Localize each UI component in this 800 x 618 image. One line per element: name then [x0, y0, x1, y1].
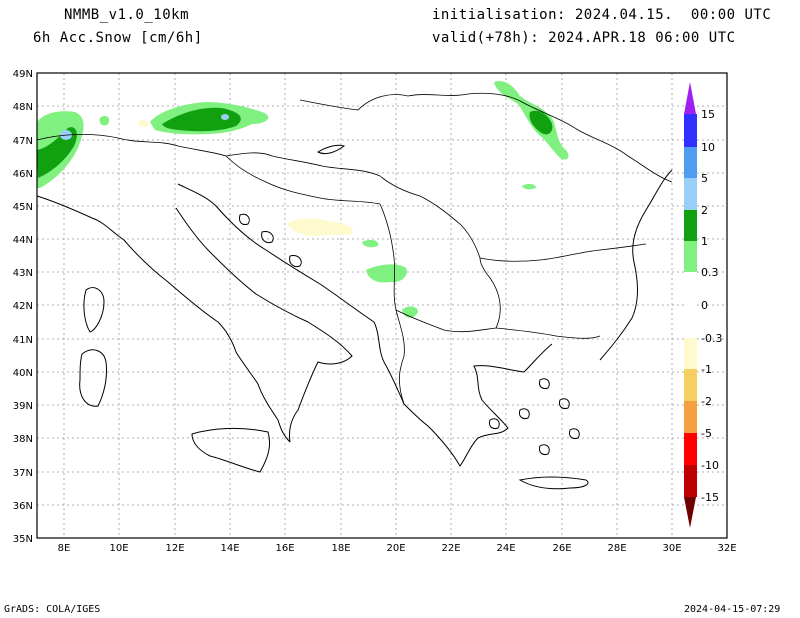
legend-swatch	[684, 241, 697, 272]
snow-field-alps-east	[138, 102, 269, 135]
legend-swatch	[684, 272, 697, 338]
legend-label: -5	[701, 427, 712, 440]
lon-tick-label: 12E	[165, 543, 184, 554]
lat-tick-label: 41N	[13, 335, 33, 346]
lon-tick-label: 32E	[717, 543, 736, 554]
snow-field-balkans	[287, 218, 418, 318]
legend-label: 0	[701, 299, 708, 312]
legend-swatch	[684, 465, 697, 497]
init-time: initialisation: 2024.04.15. 00:00 UTC	[432, 7, 772, 23]
legend-label: 2	[701, 204, 708, 217]
valid-time: valid(+78h): 2024.APR.18 06:00 UTC	[432, 30, 736, 46]
lon-tick-label: 8E	[58, 543, 71, 554]
lat-tick-label: 46N	[13, 169, 33, 180]
lat-tick-label: 38N	[13, 434, 33, 445]
footer-timestamp: 2024-04-15-07:29	[684, 604, 781, 615]
legend-swatch	[684, 338, 697, 369]
lat-tick-label: 37N	[13, 468, 33, 479]
lat-tick-label: 42N	[13, 301, 33, 312]
lat-tick-label: 47N	[13, 136, 33, 147]
legend-label: 10	[701, 141, 715, 154]
legend-swatch	[684, 369, 697, 401]
lat-axis-labels: 49N 48N 47N 46N 45N 44N 43N 42N 41N 40N …	[13, 69, 33, 545]
lat-tick-label: 39N	[13, 401, 33, 412]
legend-label: 0.3	[701, 266, 719, 279]
legend-label: 15	[701, 108, 715, 121]
legend-label: -15	[701, 491, 719, 504]
lat-tick-label: 35N	[13, 534, 33, 545]
coastlines	[36, 144, 673, 490]
lon-tick-label: 14E	[220, 543, 239, 554]
lon-tick-label: 26E	[552, 543, 571, 554]
lat-tick-label: 44N	[13, 235, 33, 246]
lon-tick-label: 24E	[496, 543, 515, 554]
color-legend: 15 10 5 2 1 0.3 0 -0.3 -1 -2 -5 -10 -15	[684, 82, 722, 528]
legend-bottom-arrow	[684, 497, 696, 528]
legend-swatch	[684, 210, 697, 241]
lon-tick-label: 30E	[662, 543, 681, 554]
model-title: NMMB_v1.0_10km	[64, 7, 190, 23]
legend-swatch	[684, 114, 697, 147]
lat-tick-label: 43N	[13, 268, 33, 279]
lon-tick-label: 10E	[109, 543, 128, 554]
lat-tick-label: 36N	[13, 501, 33, 512]
lat-tick-label: 45N	[13, 202, 33, 213]
legend-label: -10	[701, 459, 719, 472]
lat-tick-label: 40N	[13, 368, 33, 379]
legend-swatch	[684, 147, 697, 178]
legend-label: 1	[701, 235, 708, 248]
lat-tick-label: 48N	[13, 102, 33, 113]
legend-label: -1	[701, 363, 712, 376]
footer-credit: GrADS: COLA/IGES	[4, 604, 101, 615]
legend-swatch	[684, 401, 697, 433]
legend-swatch	[684, 433, 697, 465]
legend-label: 5	[701, 172, 708, 185]
legend-top-arrow	[684, 82, 696, 114]
legend-label: -0.3	[701, 332, 722, 345]
lon-tick-label: 22E	[441, 543, 460, 554]
legend-swatch	[684, 178, 697, 210]
lon-tick-label: 28E	[607, 543, 626, 554]
snow-field-carpathians	[494, 80, 569, 190]
variable-title: 6h Acc.Snow [cm/6h]	[33, 30, 203, 46]
lon-tick-label: 16E	[275, 543, 294, 554]
lon-tick-label: 18E	[331, 543, 350, 554]
lat-tick-label: 49N	[13, 69, 33, 80]
lon-tick-label: 20E	[386, 543, 405, 554]
snow-field-alps-west	[37, 111, 110, 188]
country-borders	[36, 92, 673, 405]
legend-label: -2	[701, 395, 712, 408]
grid-lines	[37, 73, 727, 538]
lon-axis-labels: 8E 10E 12E 14E 16E 18E 20E 22E 24E 26E 2…	[58, 543, 737, 554]
